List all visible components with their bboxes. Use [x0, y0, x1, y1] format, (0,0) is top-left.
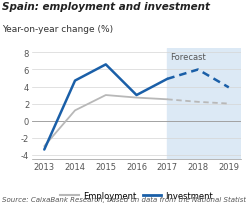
Legend: Employment, Investment: Employment, Investment — [57, 187, 216, 203]
Text: Forecast: Forecast — [170, 53, 206, 62]
Text: Spain: employment and investment: Spain: employment and investment — [2, 2, 211, 12]
Text: Year-on-year change (%): Year-on-year change (%) — [2, 24, 114, 33]
Bar — [167, 49, 241, 159]
Text: Source: CaixaBank Research, based on data from the National Statistics Institute: Source: CaixaBank Research, based on dat… — [2, 196, 246, 202]
